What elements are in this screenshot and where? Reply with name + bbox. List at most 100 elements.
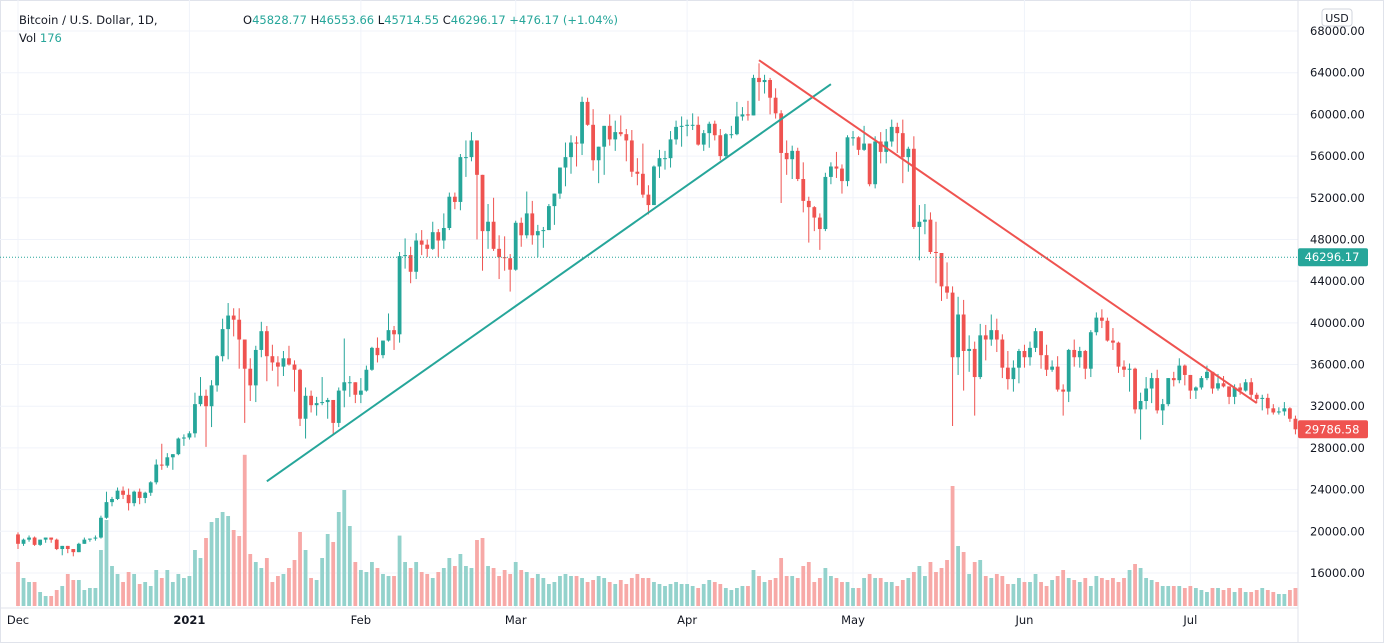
- candle[interactable]: [209, 380, 214, 428]
- candle[interactable]: [154, 459, 159, 485]
- candle[interactable]: [132, 490, 137, 507]
- candle[interactable]: [1276, 407, 1281, 415]
- candle[interactable]: [751, 74, 756, 116]
- candle[interactable]: [1144, 377, 1149, 410]
- candle[interactable]: [1210, 371, 1215, 394]
- candle[interactable]: [27, 535, 31, 542]
- candle[interactable]: [364, 365, 369, 392]
- candle[interactable]: [309, 390, 313, 413]
- candle[interactable]: [60, 545, 65, 556]
- candle[interactable]: [950, 286, 955, 427]
- candle[interactable]: [530, 200, 535, 245]
- candle[interactable]: [276, 356, 280, 387]
- candle[interactable]: [541, 226, 546, 248]
- candle[interactable]: [1011, 360, 1016, 392]
- candle[interactable]: [259, 321, 264, 358]
- candle[interactable]: [1260, 394, 1265, 411]
- candle[interactable]: [956, 296, 960, 375]
- candle[interactable]: [1066, 348, 1071, 403]
- candle[interactable]: [381, 340, 385, 359]
- candle[interactable]: [242, 339, 247, 423]
- candle[interactable]: [1111, 328, 1115, 350]
- candle[interactable]: [32, 536, 37, 546]
- candle[interactable]: [1171, 371, 1176, 387]
- candle[interactable]: [1094, 312, 1099, 336]
- candle[interactable]: [945, 262, 949, 299]
- candle[interactable]: [1282, 402, 1287, 416]
- candle[interactable]: [458, 153, 463, 211]
- candle[interactable]: [193, 392, 197, 438]
- candle[interactable]: [353, 382, 358, 404]
- candle[interactable]: [1127, 363, 1132, 392]
- candle[interactable]: [176, 437, 181, 456]
- candle[interactable]: [408, 246, 413, 284]
- candle[interactable]: [596, 146, 601, 184]
- candle[interactable]: [38, 539, 43, 546]
- candle[interactable]: [856, 136, 861, 156]
- candle[interactable]: [21, 538, 26, 546]
- candle[interactable]: [1099, 309, 1104, 329]
- candle[interactable]: [231, 308, 236, 337]
- candle[interactable]: [690, 113, 695, 131]
- candle[interactable]: [281, 350, 286, 377]
- candle[interactable]: [386, 313, 391, 342]
- candle[interactable]: [983, 324, 988, 361]
- candle[interactable]: [298, 368, 302, 427]
- candle[interactable]: [82, 537, 87, 544]
- candle[interactable]: [121, 486, 125, 499]
- candle[interactable]: [226, 303, 231, 360]
- candle[interactable]: [928, 212, 933, 255]
- candle[interactable]: [707, 121, 712, 148]
- candle[interactable]: [1072, 339, 1077, 367]
- candle[interactable]: [624, 128, 629, 162]
- candle[interactable]: [110, 496, 114, 507]
- candle[interactable]: [558, 167, 562, 199]
- currency-button[interactable]: [1321, 8, 1353, 27]
- candle[interactable]: [430, 221, 435, 250]
- candle[interactable]: [674, 120, 678, 145]
- candle[interactable]: [115, 487, 120, 501]
- candle[interactable]: [823, 172, 828, 232]
- candle[interactable]: [187, 431, 192, 440]
- candle[interactable]: [1083, 349, 1088, 380]
- candle[interactable]: [635, 158, 640, 186]
- candle[interactable]: [1227, 386, 1231, 405]
- candle[interactable]: [43, 537, 48, 543]
- candle[interactable]: [784, 140, 789, 175]
- candle[interactable]: [475, 140, 479, 240]
- candle[interactable]: [729, 125, 734, 139]
- candle[interactable]: [215, 355, 219, 392]
- candle[interactable]: [917, 205, 922, 261]
- candle[interactable]: [546, 204, 551, 231]
- candle[interactable]: [806, 196, 811, 243]
- symbol-title[interactable]: Bitcoin / U.S. Dollar, 1D,: [19, 13, 158, 27]
- candle[interactable]: [723, 133, 728, 160]
- candle[interactable]: [585, 97, 590, 126]
- candle[interactable]: [170, 454, 175, 470]
- candle[interactable]: [851, 131, 855, 146]
- candle[interactable]: [320, 377, 325, 406]
- candle[interactable]: [49, 537, 54, 543]
- candle[interactable]: [1249, 378, 1254, 399]
- candle[interactable]: [392, 325, 396, 350]
- candle[interactable]: [292, 360, 297, 392]
- candle[interactable]: [718, 128, 723, 161]
- candle[interactable]: [480, 174, 485, 271]
- candle[interactable]: [370, 346, 374, 371]
- candle[interactable]: [862, 125, 866, 151]
- candle[interactable]: [237, 308, 242, 369]
- candle[interactable]: [76, 542, 81, 553]
- candle[interactable]: [613, 120, 618, 151]
- candle[interactable]: [768, 77, 772, 115]
- candle[interactable]: [762, 74, 767, 94]
- candle[interactable]: [1055, 356, 1060, 392]
- candle[interactable]: [911, 136, 916, 230]
- candle[interactable]: [54, 538, 59, 551]
- candle[interactable]: [1155, 369, 1160, 414]
- candle[interactable]: [569, 135, 573, 174]
- candle[interactable]: [900, 119, 905, 184]
- candle[interactable]: [580, 96, 584, 156]
- candle[interactable]: [663, 150, 667, 170]
- candle[interactable]: [253, 345, 258, 403]
- candle[interactable]: [967, 335, 972, 372]
